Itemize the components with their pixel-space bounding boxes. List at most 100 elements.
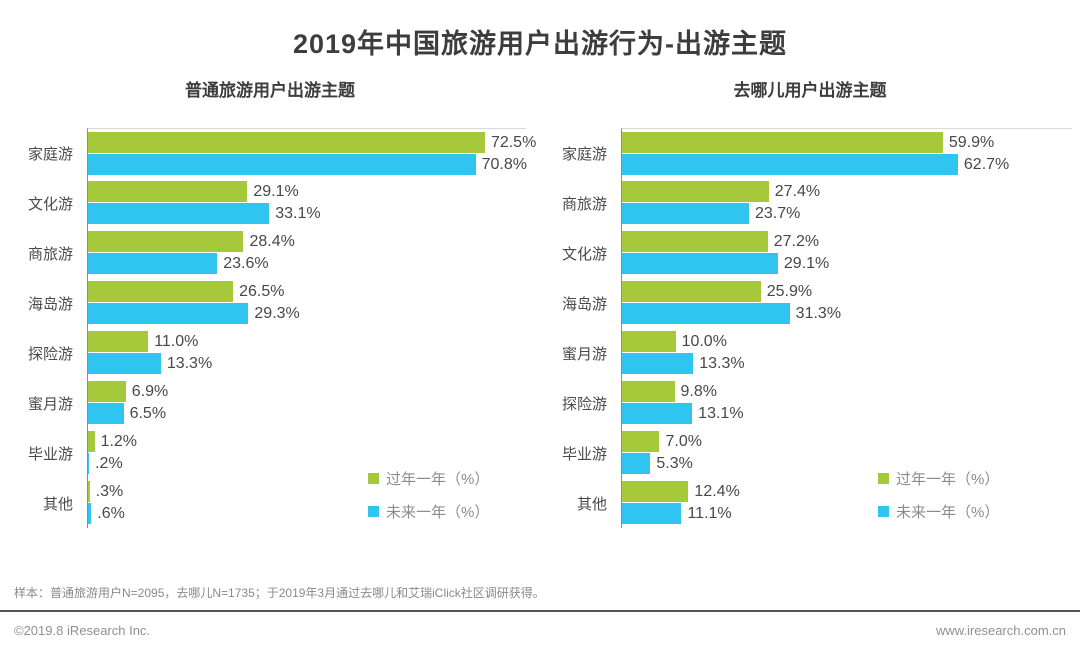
chart-subtitle-right: 去哪儿用户出游主题 (733, 81, 887, 100)
value-label: 10.0% (681, 332, 727, 350)
bar-future-year (88, 253, 218, 274)
value-label: 12.4% (694, 482, 740, 500)
bar-group: 12.4% 11.1% (621, 478, 1072, 528)
category-row: 海岛游 25.9% 31.3% (548, 278, 1072, 328)
category-row: 海岛游 26.5% 29.3% (14, 278, 526, 328)
value-label: 70.8% (481, 155, 527, 173)
category-row: 文化游 27.2% 29.1% (548, 228, 1072, 278)
bar-group: 6.9% 6.5% (87, 378, 526, 428)
bar-group: 1.2% .2% (87, 428, 526, 478)
bar-future-year (88, 353, 161, 374)
bar-past-year (88, 431, 95, 452)
legend-item: 过年一年（%） (368, 468, 489, 489)
legend-label: 未来一年（%） (896, 504, 1000, 521)
value-label: 13.3% (699, 354, 745, 372)
category-row: 蜜月游 6.9% 6.5% (14, 378, 526, 428)
value-label: 31.3% (795, 304, 842, 322)
category-label: 海岛游 (27, 295, 73, 313)
value-label: 11.0% (154, 332, 199, 350)
bar-line: 28.4% (88, 231, 526, 252)
bar-group: 7.0% 5.3% (621, 428, 1072, 478)
bar-line: 26.5% (88, 281, 526, 302)
chart-qunar-users: 去哪儿用户出游主题 家庭游 59.9% 62.7% 商旅游 27.4% 23.7% 文化游 2… (548, 76, 1072, 546)
bar-line: .3% (88, 481, 526, 502)
bar-future-year (622, 253, 778, 274)
bar-future-year (622, 154, 958, 175)
bar-line: 13.3% (622, 353, 1072, 374)
value-label: 62.7% (963, 155, 1010, 173)
value-label: 9.8% (680, 382, 717, 400)
value-label: .6% (97, 504, 125, 522)
value-label: 5.3% (656, 454, 693, 472)
bar-group: 27.4% 23.7% (621, 178, 1072, 228)
value-label: 72.5% (490, 133, 537, 151)
bar-group: 27.2% 29.1% (621, 228, 1072, 278)
bar-group: 25.9% 31.3% (621, 278, 1072, 328)
bar-past-year (622, 481, 689, 502)
value-label: 28.4% (249, 232, 295, 250)
legend-right: 过年一年（%） 未来一年（%） (878, 468, 999, 522)
category-row: 商旅游 27.4% 23.7% (548, 178, 1072, 228)
bar-past-year (88, 381, 126, 402)
category-label: 蜜月游 (27, 395, 73, 413)
bar-line: 11.0% (88, 331, 526, 352)
value-label: 29.1% (253, 182, 299, 200)
bar-future-year (88, 503, 92, 524)
bar-line: 29.1% (88, 181, 526, 202)
category-row: 家庭游 59.9% 62.7% (548, 128, 1072, 178)
bar-line: 9.8% (622, 381, 1072, 402)
category-label: 毕业游 (561, 445, 607, 463)
value-label: 6.5% (129, 404, 167, 422)
legend-label: 过年一年（%） (896, 471, 1000, 488)
legend-item: 过年一年（%） (878, 468, 999, 489)
category-row: 其他 12.4% 11.1% (548, 478, 1072, 528)
category-row: 毕业游 7.0% 5.3% (548, 428, 1072, 478)
bar-line: 70.8% (88, 154, 527, 175)
bar-past-year (88, 132, 485, 153)
chart-subtitle-left: 普通旅游用户出游主题 (185, 81, 355, 100)
bar-line: .6% (88, 503, 526, 524)
value-label: 6.9% (131, 382, 169, 400)
category-row: 探险游 9.8% 13.1% (548, 378, 1072, 428)
category-label: 毕业游 (27, 445, 73, 463)
bar-past-year (622, 181, 769, 202)
bar-line: 11.1% (622, 503, 1072, 524)
copyright-text: ©2019.8 iResearch Inc. (14, 623, 151, 638)
value-label: 26.5% (239, 282, 285, 300)
bar-future-year (622, 503, 682, 524)
bar-group: .3% .6% (87, 478, 526, 528)
bar-past-year (88, 181, 248, 202)
bar-future-year (622, 353, 694, 374)
bar-group: 29.1% 33.1% (87, 178, 526, 228)
category-row: 探险游 11.0% 13.3% (14, 328, 526, 378)
value-label: 23.6% (223, 254, 269, 272)
bar-line: 13.3% (88, 353, 526, 374)
bar-group: 11.0% 13.3% (87, 328, 526, 378)
category-label: 文化游 (27, 195, 73, 213)
bar-future-year (622, 453, 651, 474)
category-row: 毕业游 1.2% .2% (14, 428, 526, 478)
legend-item: 未来一年（%） (878, 501, 999, 522)
bar-line: 27.4% (622, 181, 1072, 202)
bar-line: 6.5% (88, 403, 526, 424)
website-text: www.iresearch.com.cn (935, 623, 1066, 638)
legend-swatch (368, 473, 379, 484)
sample-note: 样本：普通旅游用户N=2095，去哪儿N=1735；于2019年3月通过去哪儿和… (14, 586, 545, 600)
bar-past-year (88, 231, 244, 252)
category-label: 家庭游 (27, 145, 73, 163)
value-label: 29.3% (254, 304, 300, 322)
bar-past-year (622, 331, 676, 352)
value-label: 7.0% (665, 432, 702, 450)
bar-future-year (88, 203, 270, 224)
bar-past-year (88, 481, 90, 502)
bar-line: .2% (88, 453, 526, 474)
bar-past-year (622, 231, 768, 252)
bar-future-year (88, 403, 124, 424)
bar-line: 29.1% (622, 253, 1072, 274)
bar-line: 27.2% (622, 231, 1072, 252)
legend-swatch (878, 473, 889, 484)
bar-line: 12.4% (622, 481, 1072, 502)
value-label: 27.4% (774, 182, 821, 200)
value-label: 27.2% (773, 232, 820, 250)
